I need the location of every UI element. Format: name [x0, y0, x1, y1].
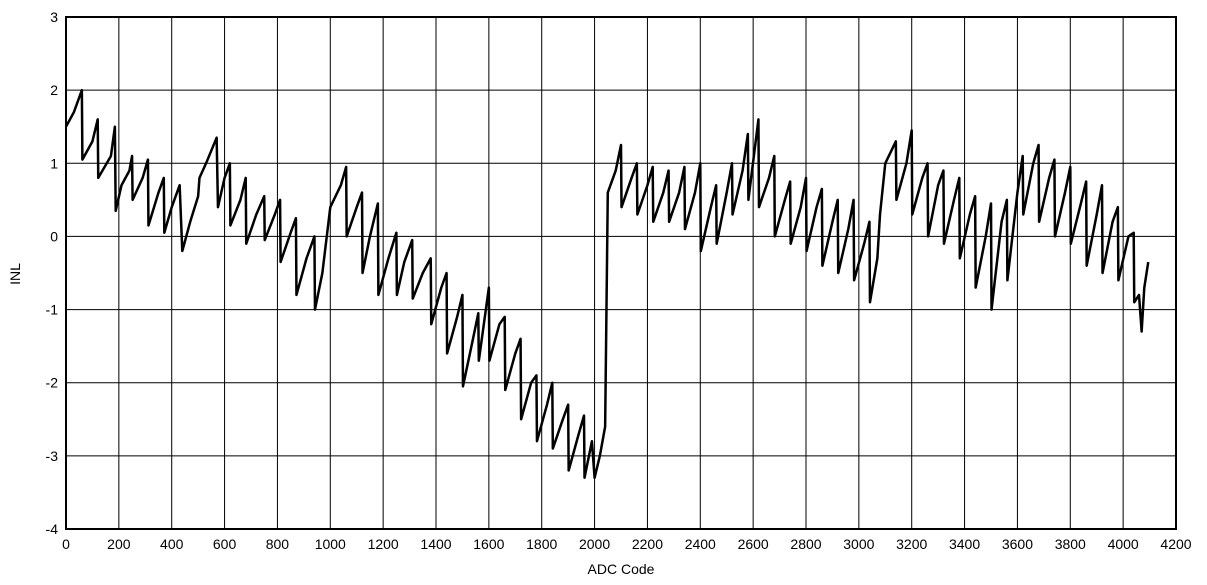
x-tick-label: 0 — [62, 536, 70, 552]
x-tick-label: 2400 — [685, 536, 716, 552]
x-tick-label: 1600 — [473, 536, 504, 552]
x-tick-label: 2800 — [790, 536, 821, 552]
x-tick-label: 600 — [213, 536, 237, 552]
x-tick-label: 3400 — [949, 536, 980, 552]
x-tick-label: 400 — [160, 536, 184, 552]
data-line — [64, 88, 1150, 480]
x-tick-label: 1800 — [526, 536, 557, 552]
x-tick-label: 1000 — [315, 536, 346, 552]
y-tick-label: -4 — [46, 521, 59, 537]
x-tick-label: 1200 — [368, 536, 399, 552]
x-tick-label: 2600 — [738, 536, 769, 552]
y-tick-label: -1 — [46, 302, 59, 318]
x-tick-label: 2200 — [632, 536, 663, 552]
y-tick-label: 2 — [50, 82, 58, 98]
x-tick-label: 4200 — [1160, 536, 1191, 552]
plot-frame — [65, 16, 1177, 530]
x-tick-label: 200 — [107, 536, 131, 552]
x-tick-label: 3200 — [896, 536, 927, 552]
x-tick-label: 800 — [266, 536, 290, 552]
x-tick-label: 3600 — [1002, 536, 1033, 552]
x-tick-label: 4000 — [1108, 536, 1139, 552]
x-tick-label: 3000 — [843, 536, 874, 552]
x-tick-label: 1400 — [420, 536, 451, 552]
y-axis-label: INL — [7, 263, 23, 285]
x-tick-label: 3800 — [1055, 536, 1086, 552]
y-tick-label: 3 — [50, 9, 58, 25]
x-tick-label: 2000 — [579, 536, 610, 552]
y-tick-label: 0 — [50, 228, 58, 244]
x-axis-label: ADC Code — [588, 561, 655, 577]
y-tick-label: 1 — [50, 155, 58, 171]
y-tick-label: -3 — [46, 448, 59, 464]
y-tick-label: -2 — [46, 375, 59, 391]
